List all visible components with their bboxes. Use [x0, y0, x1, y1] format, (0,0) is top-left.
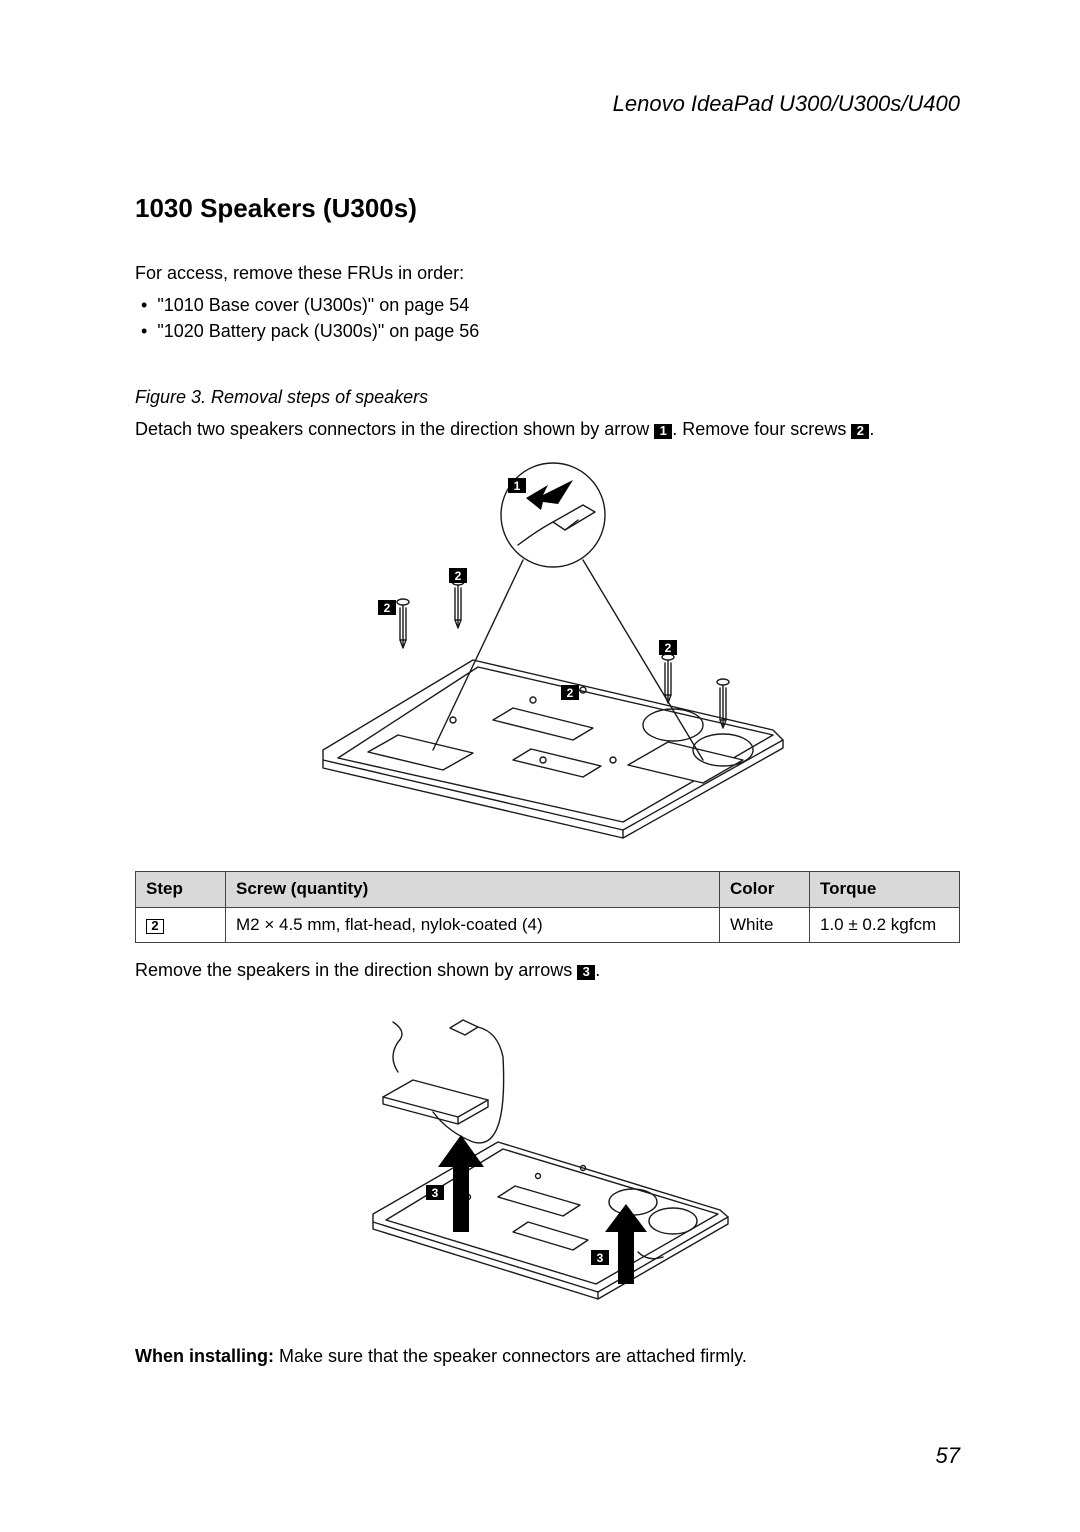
list-item: "1020 Battery pack (U300s)" on page 56 — [141, 318, 960, 344]
screw-table: Step Screw (quantity) Color Torque 2 M2 … — [135, 871, 960, 943]
callout-label: 3 — [596, 1251, 603, 1265]
figure-caption: Figure 3. Removal steps of speakers — [135, 384, 960, 410]
td-color: White — [720, 907, 810, 943]
page-content: Lenovo IdeaPad U300/U300s/U400 1030 Spea… — [0, 0, 1080, 1429]
callout-3-icon: 3 — [577, 965, 595, 980]
paragraph-detach: Detach two speakers connectors in the di… — [135, 416, 960, 442]
th-torque: Torque — [810, 872, 960, 908]
fru-bullet-list: "1010 Base cover (U300s)" on page 54 "10… — [141, 292, 960, 344]
install-note: When installing: Make sure that the spea… — [135, 1343, 960, 1369]
td-screw: M2 × 4.5 mm, flat-head, nylok-coated (4) — [226, 907, 720, 943]
install-note-bold: When installing: — [135, 1346, 274, 1366]
text-span: . — [595, 960, 600, 980]
td-step: 2 — [136, 907, 226, 943]
callout-label: 2 — [454, 569, 461, 583]
callout-1-icon: 1 — [654, 424, 672, 439]
callout-label: 2 — [566, 686, 573, 700]
intro-text: For access, remove these FRUs in order: — [135, 260, 960, 286]
list-item: "1010 Base cover (U300s)" on page 54 — [141, 292, 960, 318]
page-number: 57 — [936, 1440, 960, 1472]
text-span: Remove the speakers in the direction sho… — [135, 960, 577, 980]
callout-label: 2 — [664, 641, 671, 655]
table-row: 2 M2 × 4.5 mm, flat-head, nylok-coated (… — [136, 907, 960, 943]
text-span: . Remove four screws — [672, 419, 851, 439]
install-note-rest: Make sure that the speaker connectors ar… — [274, 1346, 747, 1366]
section-title: 1030 Speakers (U300s) — [135, 190, 960, 228]
callout-2-icon: 2 — [146, 919, 164, 934]
diagram-1: 1 2 2 2 2 — [135, 460, 960, 857]
td-torque: 1.0 ± 0.2 kgfcm — [810, 907, 960, 943]
th-screw: Screw (quantity) — [226, 872, 720, 908]
text-span: . — [869, 419, 874, 439]
text-span: Detach two speakers connectors in the di… — [135, 419, 654, 439]
table-header-row: Step Screw (quantity) Color Torque — [136, 872, 960, 908]
callout-label: 1 — [513, 479, 520, 493]
th-step: Step — [136, 872, 226, 908]
callout-label: 3 — [431, 1186, 438, 1200]
th-color: Color — [720, 872, 810, 908]
document-header: Lenovo IdeaPad U300/U300s/U400 — [135, 88, 960, 120]
callout-2-icon: 2 — [851, 424, 869, 439]
callout-label: 2 — [383, 601, 390, 615]
diagram-2: 3 3 — [135, 1002, 960, 1329]
paragraph-remove: Remove the speakers in the direction sho… — [135, 957, 960, 983]
